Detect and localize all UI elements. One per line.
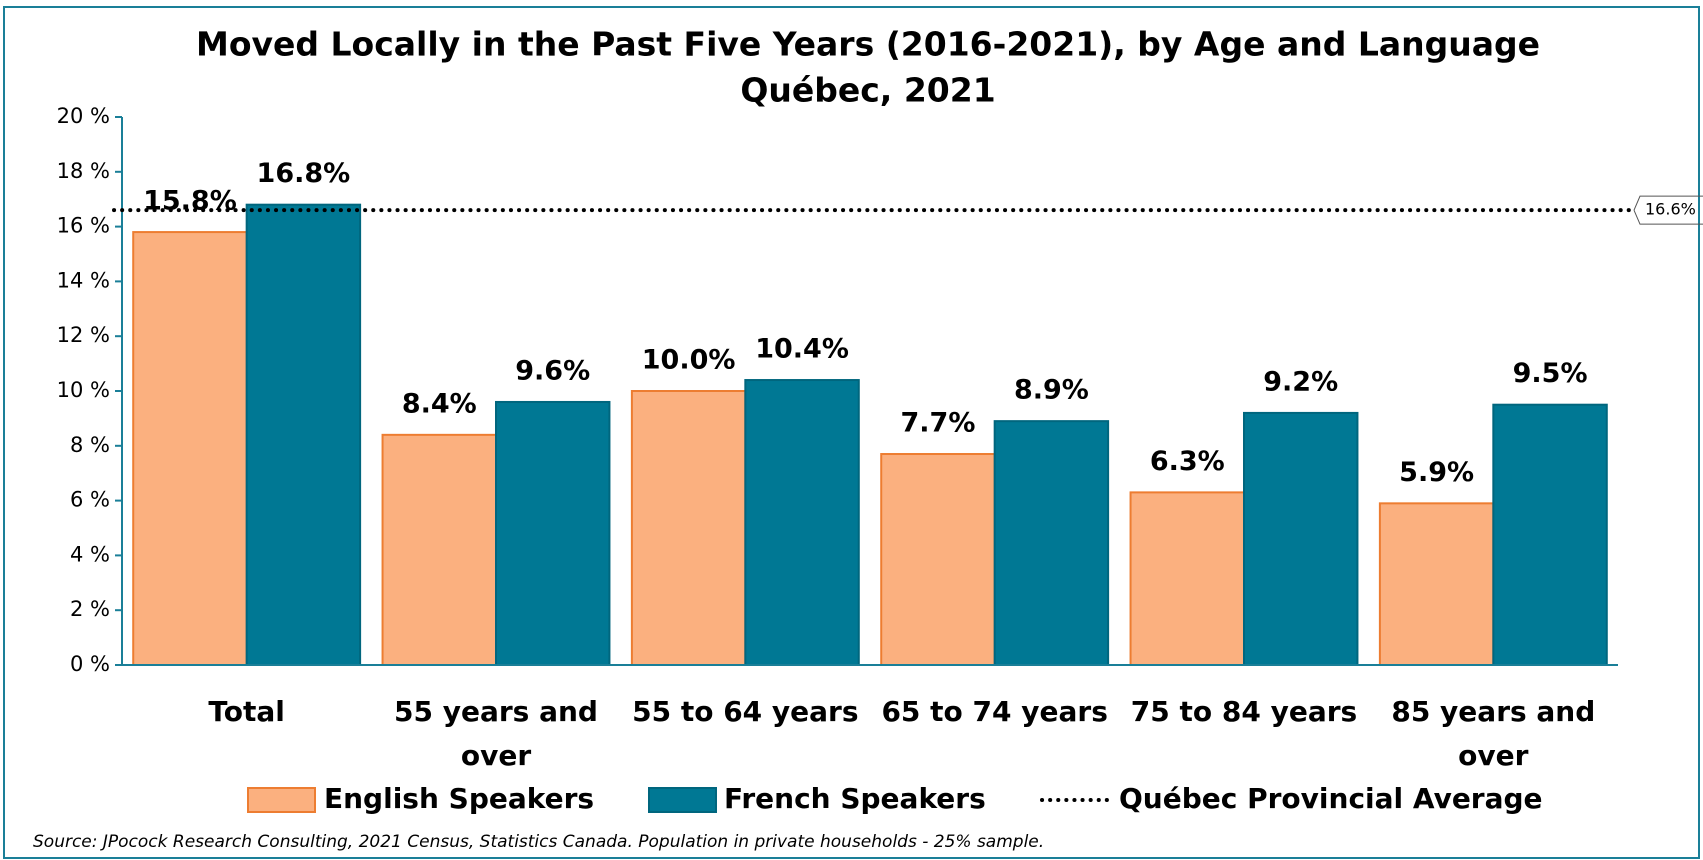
bar	[1378, 502, 1495, 666]
value-label: 8.4%	[402, 388, 477, 419]
y-tick-label: 10 %	[57, 378, 110, 402]
bar	[993, 420, 1110, 667]
y-tick-label: 14 %	[57, 268, 110, 292]
source-note: Source: JPocock Research Consulting, 202…	[33, 832, 1044, 852]
x-tick-label: 85 years and over	[1391, 695, 1596, 772]
legend-label: English Speakers	[324, 782, 594, 815]
value-label: 9.2%	[1263, 366, 1338, 397]
legend-swatch	[648, 787, 717, 813]
value-label: 6.3%	[1150, 446, 1225, 477]
y-tick-label: 6 %	[70, 488, 110, 512]
legend-label: Québec Provincial Average	[1119, 782, 1543, 815]
x-tick-label: 65 to 74 years	[881, 695, 1108, 728]
y-tick-label: 16 %	[57, 214, 110, 238]
value-label: 8.9%	[1014, 375, 1089, 406]
value-label: 5.9%	[1399, 457, 1474, 488]
bar	[132, 231, 248, 667]
value-label: 15.8%	[143, 186, 237, 217]
y-tick-label: 0 %	[70, 652, 110, 676]
y-tick-label: 8 %	[70, 433, 110, 457]
x-tick-label: Total	[208, 695, 285, 728]
bar	[744, 379, 860, 666]
value-label: 9.5%	[1513, 358, 1588, 389]
y-tick-label: 2 %	[70, 597, 110, 621]
legend-label: French Speakers	[724, 782, 986, 815]
value-label: 7.7%	[900, 408, 975, 439]
value-label: 16.8%	[257, 158, 351, 189]
reference-label: 16.6%	[1645, 200, 1696, 219]
x-tick-label: 55 years and over	[394, 695, 598, 772]
bar	[630, 390, 747, 666]
y-tick-label: 18 %	[57, 159, 110, 183]
value-label: 9.6%	[515, 355, 590, 386]
x-tick-label: 75 to 84 years	[1130, 695, 1358, 728]
bar	[1492, 403, 1608, 666]
chart-frame	[3, 6, 1700, 859]
chart-subtitle: Québec, 2021	[740, 71, 995, 110]
bar	[880, 453, 996, 666]
y-tick-label: 20 %	[57, 104, 110, 128]
value-label: 10.0%	[642, 345, 736, 376]
bar	[495, 400, 611, 666]
x-tick-label: 55 to 64 years	[632, 695, 859, 728]
y-tick-label: 12 %	[57, 323, 110, 347]
legend-swatch	[247, 787, 316, 813]
value-label: 10.4%	[755, 334, 849, 365]
bar	[381, 433, 498, 666]
bar	[1129, 491, 1246, 666]
reference-callout	[1633, 195, 1703, 225]
bar	[245, 203, 362, 666]
y-tick-label: 4 %	[70, 542, 110, 566]
chart-title: Moved Locally in the Past Five Years (20…	[196, 25, 1540, 64]
bar	[1243, 411, 1359, 667]
